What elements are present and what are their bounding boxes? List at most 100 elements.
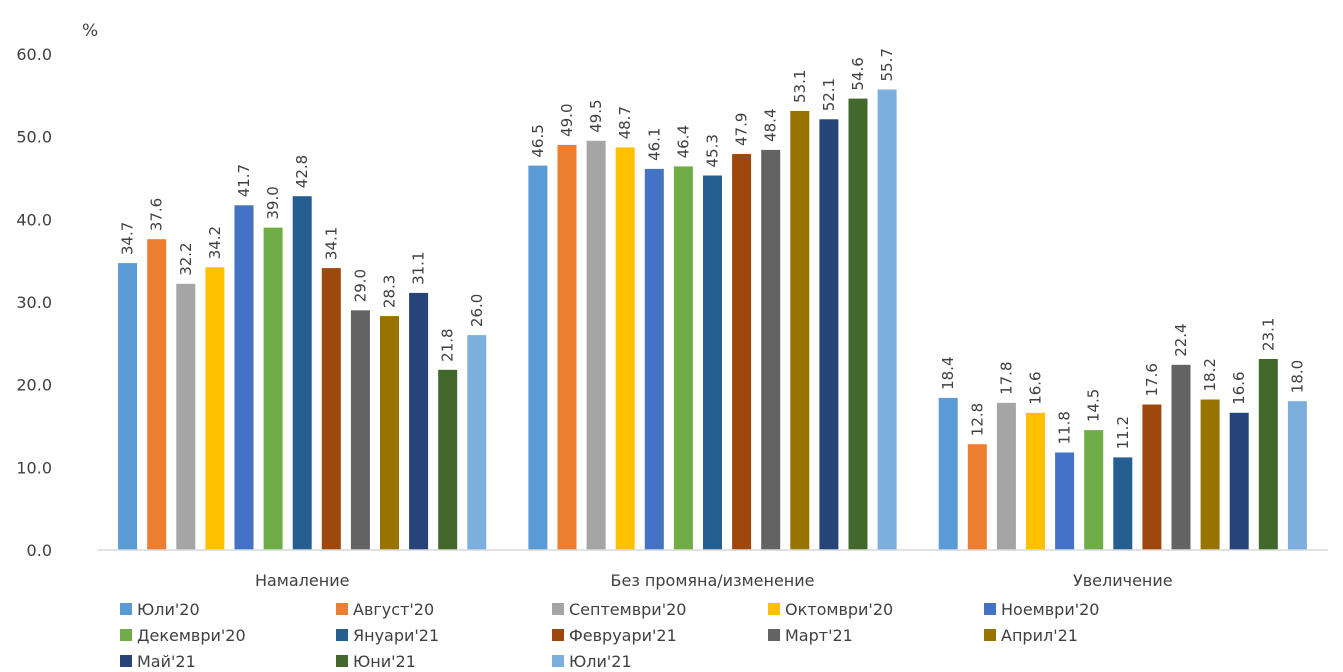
bar-value-label: 11.8 — [1056, 411, 1074, 444]
bar — [703, 175, 722, 550]
bar — [877, 89, 897, 550]
bar — [321, 268, 341, 550]
bar — [438, 369, 458, 550]
legend-label: Октомври'20 — [785, 600, 893, 619]
bar-value-label: 34.2 — [206, 226, 224, 259]
bar-value-label: 39.0 — [264, 186, 282, 219]
bar-value-label: 47.9 — [733, 113, 751, 146]
bar — [848, 98, 868, 550]
category-label: Увеличение — [1073, 571, 1173, 590]
bar-value-label: 32.2 — [177, 242, 195, 275]
bar — [292, 196, 312, 550]
bar-value-label: 16.6 — [1027, 371, 1045, 404]
bar — [1113, 457, 1133, 550]
bar — [350, 310, 370, 550]
bar-value-label: 41.7 — [235, 164, 253, 197]
legend-label: Септември'20 — [569, 600, 686, 619]
category-label: Намаление — [255, 571, 349, 590]
bar — [615, 147, 635, 550]
bar-value-label: 54.6 — [849, 57, 867, 90]
legend-label: Февруари'21 — [569, 626, 677, 645]
bar-value-label: 18.4 — [939, 356, 957, 389]
y-tick-label: 40.0 — [16, 210, 52, 229]
bar-value-label: 46.4 — [674, 125, 692, 158]
bar — [176, 283, 196, 550]
legend-swatch — [552, 603, 564, 615]
bar-value-label: 17.8 — [997, 361, 1015, 394]
bar-value-label: 34.1 — [322, 227, 340, 260]
bar-value-label: 31.1 — [410, 251, 428, 284]
legend-label: Януари'21 — [353, 626, 439, 645]
legend-label: Март'21 — [785, 626, 853, 645]
bar-value-label: 49.0 — [558, 103, 576, 136]
bar-value-label: 52.1 — [820, 78, 838, 111]
legend-swatch — [768, 603, 780, 615]
data-labels: 34.7 37.6 32.2 34.2 41.7 39.0 42.8 34.1 29.0 28.3… — [119, 48, 1307, 449]
bar-value-label: 46.5 — [529, 124, 547, 157]
y-axis-ticks: 0.0 10.0 20.0 30.0 40.0 50.0 60.0 — [16, 45, 52, 560]
y-tick-label: 60.0 — [16, 45, 52, 64]
bar-value-label: 55.7 — [878, 48, 896, 81]
bar-value-label: 23.1 — [1259, 318, 1277, 351]
y-tick-label: 50.0 — [16, 128, 52, 147]
bar — [1142, 404, 1162, 550]
bar — [967, 444, 987, 550]
y-tick-label: 30.0 — [16, 293, 52, 312]
bar — [263, 227, 283, 550]
legend-swatch — [984, 603, 996, 615]
y-tick-label: 0.0 — [27, 541, 52, 560]
bar — [1055, 452, 1075, 550]
legend-swatch — [552, 629, 564, 641]
legend-label: Април'21 — [1001, 626, 1078, 645]
legend-label: Август'20 — [353, 600, 434, 619]
bar — [761, 149, 781, 550]
bar-value-label: 11.2 — [1114, 416, 1132, 449]
bar — [467, 335, 487, 550]
bar-value-label: 46.1 — [645, 127, 663, 160]
legend-swatch — [984, 629, 996, 641]
bar — [528, 165, 548, 550]
bar-value-label: 49.5 — [587, 99, 605, 132]
y-tick-label: 10.0 — [16, 458, 52, 477]
bar — [118, 263, 138, 550]
bar — [732, 154, 752, 550]
legend-swatch — [768, 629, 780, 641]
bar — [380, 316, 399, 550]
legend-label: Ноември'20 — [1001, 600, 1099, 619]
legend-swatch — [336, 603, 348, 615]
bar-series — [118, 89, 1307, 551]
bar — [1287, 401, 1307, 550]
bar-value-label: 22.4 — [1172, 323, 1190, 356]
legend: Юли'20 Август'20 Септември'20 Октомври'20 Но… — [120, 600, 1099, 671]
legend-label: Юли'20 — [137, 600, 200, 619]
bar — [586, 140, 606, 551]
legend-label: Декември'20 — [137, 626, 246, 645]
y-axis-unit-label: % — [82, 21, 98, 41]
legend-swatch — [120, 655, 132, 667]
legend-swatch — [552, 655, 564, 667]
bar-value-label: 29.0 — [351, 269, 369, 302]
bar-value-label: 34.7 — [119, 222, 137, 255]
bar — [673, 166, 693, 550]
legend-swatch — [120, 629, 132, 641]
bar-value-label: 17.6 — [1143, 363, 1161, 396]
bar-value-label: 18.2 — [1201, 358, 1219, 391]
bar — [938, 397, 958, 550]
bar — [1026, 412, 1045, 550]
bar-value-label: 45.3 — [704, 134, 722, 167]
bar — [1229, 412, 1249, 550]
bar — [644, 168, 664, 550]
bar — [819, 119, 839, 551]
legend-swatch — [336, 629, 348, 641]
bar — [147, 239, 167, 550]
y-tick-label: 20.0 — [16, 376, 52, 395]
bar-value-label: 28.3 — [381, 275, 399, 308]
legend-label: Юни'21 — [353, 652, 416, 671]
bar-value-label: 42.8 — [293, 155, 311, 188]
bar-value-label: 18.0 — [1288, 360, 1306, 393]
legend-label: Май'21 — [137, 652, 196, 671]
bar-value-label: 21.8 — [439, 328, 457, 361]
bar-value-label: 37.6 — [148, 198, 166, 231]
bar — [205, 267, 225, 550]
